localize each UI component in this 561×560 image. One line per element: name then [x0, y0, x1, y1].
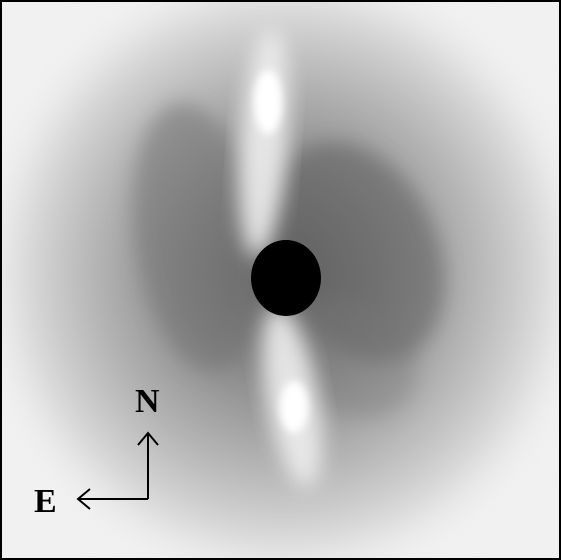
east-label: E — [34, 483, 57, 520]
east-arrowhead — [76, 488, 91, 510]
bright-spot-south — [280, 381, 308, 433]
north-arrowhead — [137, 431, 159, 446]
east-lobe — [132, 103, 262, 371]
central-star — [251, 240, 321, 316]
bright-spot-north — [254, 70, 282, 134]
north-label: N — [135, 383, 160, 420]
compass: N E — [34, 383, 160, 520]
